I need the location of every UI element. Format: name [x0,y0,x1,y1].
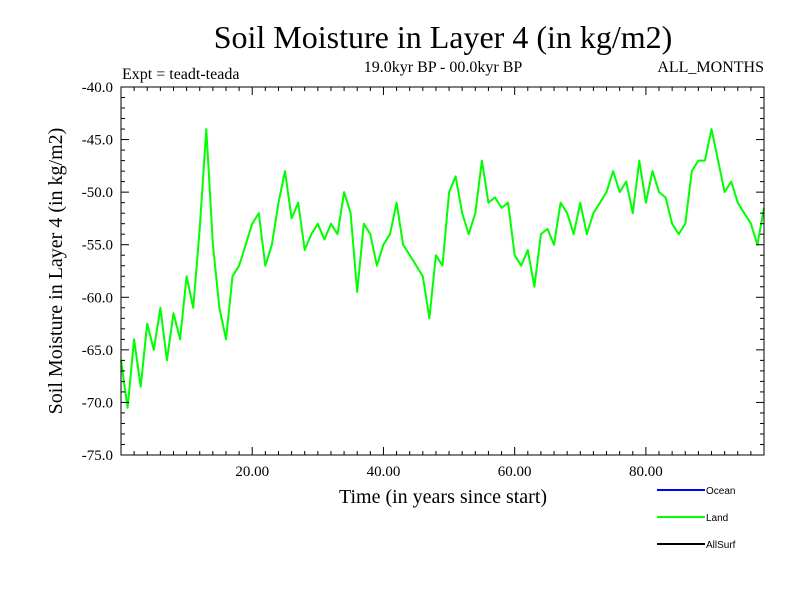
experiment-label: Expt = teadt-teada [122,66,239,83]
chart-title: Soil Moisture in Layer 4 (in kg/m2) [214,19,673,55]
series-layer [120,128,765,409]
y-tick-label: -50.0 [82,185,113,201]
series-line-land [120,128,765,409]
legend-label-allsurf: AllSurf [706,540,736,551]
x-tick-label: 20.00 [235,464,269,480]
x-tick-labels: 20.00 40.00 60.00 80.00 [235,464,662,480]
legend-label-ocean: Ocean [706,486,735,497]
y-axis-label: Soil Moisture in Layer 4 (in kg/m2) [45,128,67,415]
y-tick-label: -65.0 [82,343,113,359]
chart-subtitle: 19.0kyr BP - 00.0kyr BP [364,59,523,76]
y-tick-label: -55.0 [82,238,113,254]
y-tick-label: -40.0 [82,80,113,96]
x-tick-label: 60.00 [498,464,532,480]
ticks-layer [120,86,765,456]
y-tick-label: -70.0 [82,395,113,411]
y-tick-label: -75.0 [82,448,113,464]
y-tick-label: -60.0 [82,290,113,306]
x-tick-label: 80.00 [629,464,663,480]
x-tick-label: 40.00 [367,464,401,480]
x-axis-label: Time (in years since start) [339,486,547,508]
months-label: ALL_MONTHS [657,59,764,76]
legend-label-land: Land [706,513,728,524]
legend: Ocean Land AllSurf [657,486,736,551]
y-tick-label: -45.0 [82,133,113,149]
plot-frame [120,86,765,456]
y-tick-labels: -40.0 -45.0 -50.0 -55.0 -60.0 -65.0 -70.0 -75.0 [82,80,113,464]
